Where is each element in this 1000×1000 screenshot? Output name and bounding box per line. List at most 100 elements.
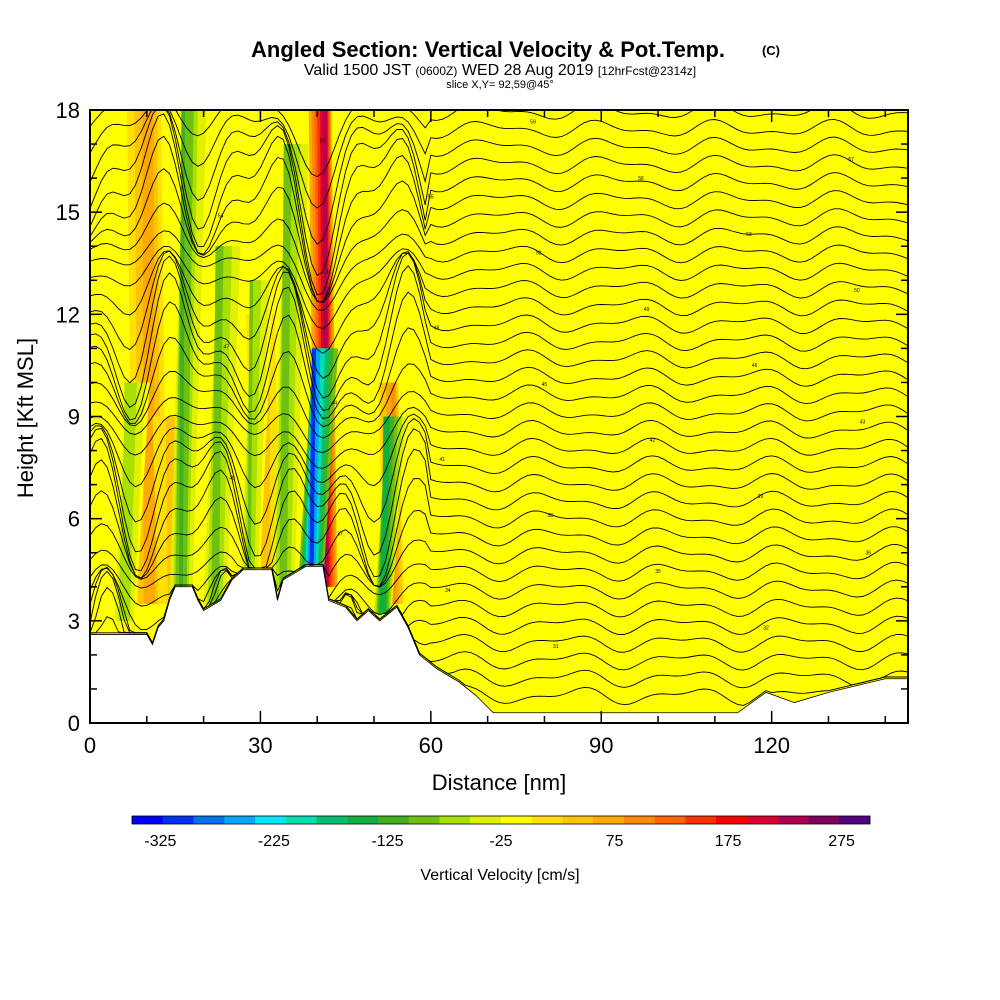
colorbar-swatch	[439, 816, 471, 824]
isentrope-8	[90, 523, 908, 588]
isentrope-18	[90, 327, 908, 428]
colorbar-swatch	[531, 816, 563, 824]
isentrope-19	[90, 291, 908, 421]
plot-area: 2930313233343536373839404142434445464748…	[90, 101, 908, 723]
x-axis: 0 30 60 90 120	[84, 110, 887, 758]
isentrope-label: 50	[854, 288, 860, 294]
isentrope-14	[90, 413, 908, 489]
y-tick-label: 12	[56, 302, 80, 327]
updraft-column-0-band-5	[145, 110, 153, 604]
isentrope-label: 41	[439, 457, 445, 463]
isentrope-label: 48	[434, 326, 440, 332]
utc-time: (0600Z)	[415, 64, 457, 78]
colorbar-swatch	[777, 816, 809, 824]
colorbar-swatch	[624, 816, 656, 824]
isentrope-13	[90, 417, 908, 525]
isentrope-label: 54	[218, 213, 224, 219]
isentrope-15	[90, 406, 908, 469]
isentrope-label: 44	[331, 401, 337, 407]
x-tick-label: 30	[248, 733, 272, 758]
isentrope-17	[90, 363, 908, 439]
chart-subtitle: Valid 1500 JST (0600Z) WED 28 Aug 2019 […	[304, 62, 696, 79]
isentrope-28	[90, 135, 908, 303]
colorbar-swatch	[132, 816, 164, 824]
isentrope-24	[90, 245, 908, 329]
isentrope-label: 43	[860, 419, 866, 425]
isentrope-label: 37	[337, 532, 343, 538]
colorbar-swatch	[162, 816, 194, 824]
colorbar-swatch	[255, 816, 287, 824]
chart-title-tag: (C)	[762, 43, 780, 58]
isentrope-label: 53	[746, 232, 752, 238]
colorbar-swatch	[408, 816, 440, 824]
isentrope-label: 49	[644, 307, 650, 313]
chart-title: Angled Section: Vertical Velocity & Pot.…	[251, 37, 725, 62]
x-tick-label: 0	[84, 733, 96, 758]
downdraft-column-2-band-5	[213, 246, 220, 604]
isentrope-label: 35	[655, 569, 661, 575]
x-tick-label: 90	[589, 733, 613, 758]
isentrope-20	[90, 265, 908, 412]
isentrope-label: 58	[320, 138, 326, 144]
colorbar-swatch	[654, 816, 686, 824]
isentrope-label: 59	[530, 120, 536, 126]
isentrope-label: 38	[547, 513, 553, 519]
isentrope-21	[90, 252, 908, 399]
x-axis-title: Distance [nm]	[432, 770, 567, 795]
isentrope-label: 60	[740, 101, 746, 107]
colorbar-label: -25	[489, 833, 512, 850]
isentrope-31	[90, 110, 908, 245]
isentrope-label: 52	[536, 251, 542, 257]
valid-date: WED 28 Aug 2019	[462, 62, 594, 79]
isentrope-label: 42	[650, 438, 656, 444]
isentrope-1	[90, 564, 908, 689]
colorbar-swatch	[501, 816, 533, 824]
colorbar-label: 275	[828, 833, 855, 850]
colorbar-swatch	[224, 816, 256, 824]
colorbar-swatch	[716, 816, 748, 824]
isentrope-26	[90, 202, 908, 304]
terrain	[90, 565, 908, 723]
colorbar-label: -325	[144, 833, 176, 850]
colorbar-swatch	[470, 816, 502, 824]
isentrope-2	[90, 564, 908, 671]
forecast-info: [12hrFcst@2314z]	[598, 64, 696, 78]
x-tick-label: 120	[753, 733, 790, 758]
colorbar: -325 -225 -125 -25 75 175 275	[131, 815, 871, 850]
isentrope-label: 57	[848, 157, 854, 163]
isentrope-7	[90, 549, 908, 600]
y-tick-label: 3	[68, 609, 80, 634]
isentrope-label: 45	[542, 382, 548, 388]
isentrope-label: 34	[445, 588, 451, 594]
isentrope-10	[90, 459, 908, 587]
isentrope-label: 39	[758, 494, 764, 500]
colorbar-swatch	[562, 816, 594, 824]
isentrope-label: 36	[865, 550, 871, 556]
isentrope-label: 47	[224, 344, 230, 350]
y-tick-label: 9	[68, 405, 80, 430]
colorbar-swatch	[378, 816, 410, 824]
downdraft-column-5-band-5	[309, 348, 316, 570]
colorbar-swatch	[347, 816, 379, 824]
y-tick-label: 18	[56, 98, 80, 123]
downdraft-column-4-band-5	[281, 144, 288, 587]
isentrope-30	[90, 110, 908, 277]
colorbar-frame	[131, 815, 871, 825]
isentrope-label: 40	[229, 476, 235, 482]
isentrope-label: 31	[553, 644, 559, 650]
isentrope-5	[90, 564, 908, 631]
downdraft-column-1-band-5	[178, 110, 186, 604]
isentrope-label: 55	[428, 195, 434, 201]
isentrope-label: 51	[326, 269, 332, 275]
colorbar-swatch	[808, 816, 840, 824]
slice-info: slice X,Y= 92,59@45°	[446, 79, 554, 91]
colorbar-label: -125	[371, 833, 403, 850]
isentrope-12	[90, 428, 908, 557]
isentrope-9	[90, 490, 908, 588]
downdraft-column-6-band-5	[381, 416, 387, 615]
colorbar-swatch	[685, 816, 717, 824]
isentrope-23	[90, 250, 908, 354]
y-tick-label: 15	[56, 200, 80, 225]
